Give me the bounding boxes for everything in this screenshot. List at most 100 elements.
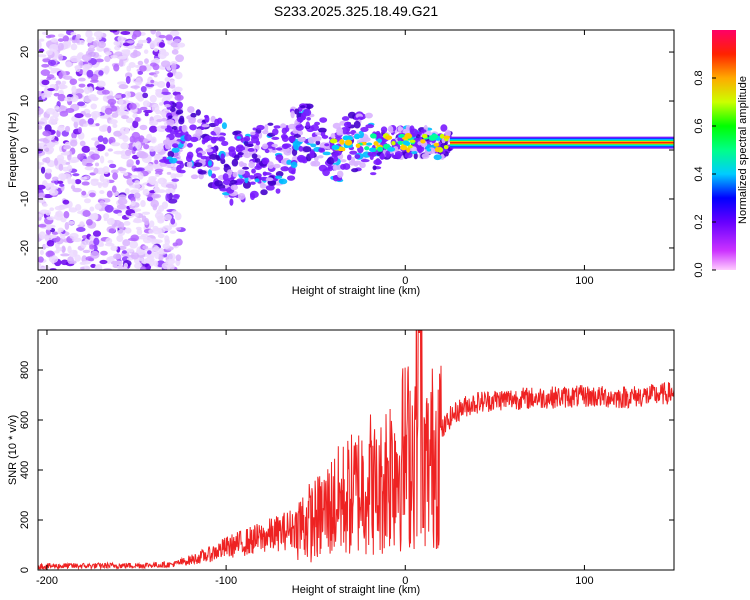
- spectrogram-blob: [140, 233, 149, 237]
- spectrogram-blob: [305, 121, 311, 129]
- spectrogram-blob: [139, 124, 148, 131]
- spectrogram-blob: [111, 185, 117, 193]
- spectrogram-blob: [84, 166, 95, 171]
- spectrogram-blob: [167, 150, 175, 158]
- spectrogram-blob: [293, 134, 301, 138]
- spectrogram-hotspot: [376, 138, 383, 143]
- spectrogram-blob: [149, 94, 157, 103]
- spectrogram-blob: [142, 100, 150, 108]
- spectrogram-blob: [38, 138, 49, 142]
- spectrogram-blob: [171, 126, 178, 130]
- spectrogram-blob: [111, 112, 119, 118]
- spectrogram-blob: [83, 95, 93, 103]
- spectrogram-blob: [165, 193, 170, 202]
- spectrogram-blob: [120, 103, 129, 111]
- spectrogram-blob: [64, 125, 71, 133]
- spectrogram-blob: [156, 118, 163, 123]
- spectrogram-blob: [377, 134, 383, 138]
- spectrogram-blob: [38, 256, 44, 263]
- spectrogram-blob: [170, 41, 180, 48]
- spectrogram-blob: [167, 72, 174, 78]
- spectrogram-blob: [340, 163, 347, 170]
- spectrogram-blob: [176, 160, 184, 165]
- spectrogram-blob: [104, 152, 109, 157]
- spectrogram-blob: [137, 70, 144, 75]
- colorbar-label: Normalized spectral amplitude: [737, 76, 749, 224]
- spectrogram-blob: [372, 165, 377, 171]
- spectrogram-blob: [303, 108, 312, 117]
- spectrogram-blob: [128, 102, 137, 110]
- spectrogram-blob: [158, 41, 166, 48]
- spectrogram-blob: [370, 172, 377, 176]
- spectrogram-blob: [81, 190, 87, 196]
- colorbar-tick-label: 0.6: [693, 118, 705, 133]
- spectrogram-blob: [90, 250, 100, 259]
- spectrogram-blob: [260, 189, 268, 196]
- spectrogram-blob: [135, 78, 142, 86]
- spectrogram-blob: [61, 245, 66, 254]
- spectrogram-blob: [141, 211, 151, 215]
- spectrogram-blob: [288, 135, 296, 143]
- spectrogram-blob: [213, 166, 221, 171]
- spectrogram-blob: [165, 188, 171, 195]
- spectrogram-blob: [118, 98, 124, 105]
- spectrogram-blob: [171, 147, 180, 153]
- spectrogram-blob: [96, 182, 104, 186]
- spectrogram-blob: [93, 167, 99, 175]
- spectrogram-blob: [186, 142, 193, 148]
- spectrogram-blob: [126, 177, 135, 186]
- spectrogram-blob: [90, 263, 97, 268]
- plot2-ytick-label: 0: [19, 567, 31, 573]
- spectrogram-blob: [394, 151, 404, 157]
- spectrogram-blob: [310, 143, 317, 148]
- spectrogram-blob: [160, 125, 167, 130]
- plot1-ytick-label: -10: [19, 191, 31, 207]
- spectrogram-blob: [122, 239, 131, 247]
- spectrogram-blob: [144, 112, 149, 117]
- spectrogram-blob: [332, 164, 338, 172]
- spectrogram-blob: [132, 120, 139, 129]
- spectrogram-blob: [135, 159, 140, 165]
- spectrogram-blob: [166, 119, 175, 126]
- spectrogram-blob: [122, 135, 129, 143]
- spectrogram-blob: [169, 79, 175, 86]
- spectrogram-blob: [267, 122, 274, 126]
- spectrogram-blob: [220, 153, 225, 161]
- spectrogram-blob: [58, 105, 66, 110]
- spectrogram-blob: [67, 220, 75, 225]
- spectrogram-hotspot: [368, 147, 376, 153]
- spectrogram-blob: [38, 48, 45, 53]
- spectrogram-blob: [283, 148, 292, 156]
- spectrogram-blob: [229, 198, 234, 206]
- spectrogram-blob: [341, 116, 350, 121]
- spectrogram-blob: [351, 168, 359, 173]
- spectrogram-blob: [173, 173, 184, 178]
- spectrogram-blob: [65, 161, 71, 165]
- spectrogram-blob: [143, 109, 153, 114]
- spectrogram-blob: [340, 159, 347, 163]
- spectrogram-blob: [90, 103, 97, 110]
- spectrogram-blob: [49, 43, 59, 52]
- spectrogram-blob: [126, 248, 134, 253]
- spectrogram-blob: [262, 130, 269, 135]
- spectrogram-blob: [359, 162, 366, 169]
- spectrogram-blob: [221, 140, 229, 147]
- spectrogram-blob: [251, 168, 256, 174]
- spectrogram-blob: [154, 168, 164, 173]
- spectrogram-blob: [264, 149, 270, 154]
- spectrogram-blob: [90, 153, 100, 160]
- spectrogram-blob: [218, 136, 226, 142]
- spectrogram-blob: [94, 264, 103, 270]
- spectrogram-blob: [99, 190, 105, 195]
- spectrogram-blob: [128, 62, 136, 68]
- spectrogram-blob: [72, 249, 78, 256]
- spectrogram-blob: [267, 161, 274, 170]
- spectrogram-blob: [42, 203, 48, 207]
- spectrogram-blob: [62, 35, 69, 42]
- spectrogram-blob: [56, 154, 65, 162]
- spectrogram-blob: [38, 192, 46, 198]
- spectrogram-blob: [307, 136, 316, 144]
- spectrogram-blob: [67, 256, 74, 265]
- spectrogram-blob: [57, 42, 64, 51]
- spectrogram-blob: [126, 159, 134, 167]
